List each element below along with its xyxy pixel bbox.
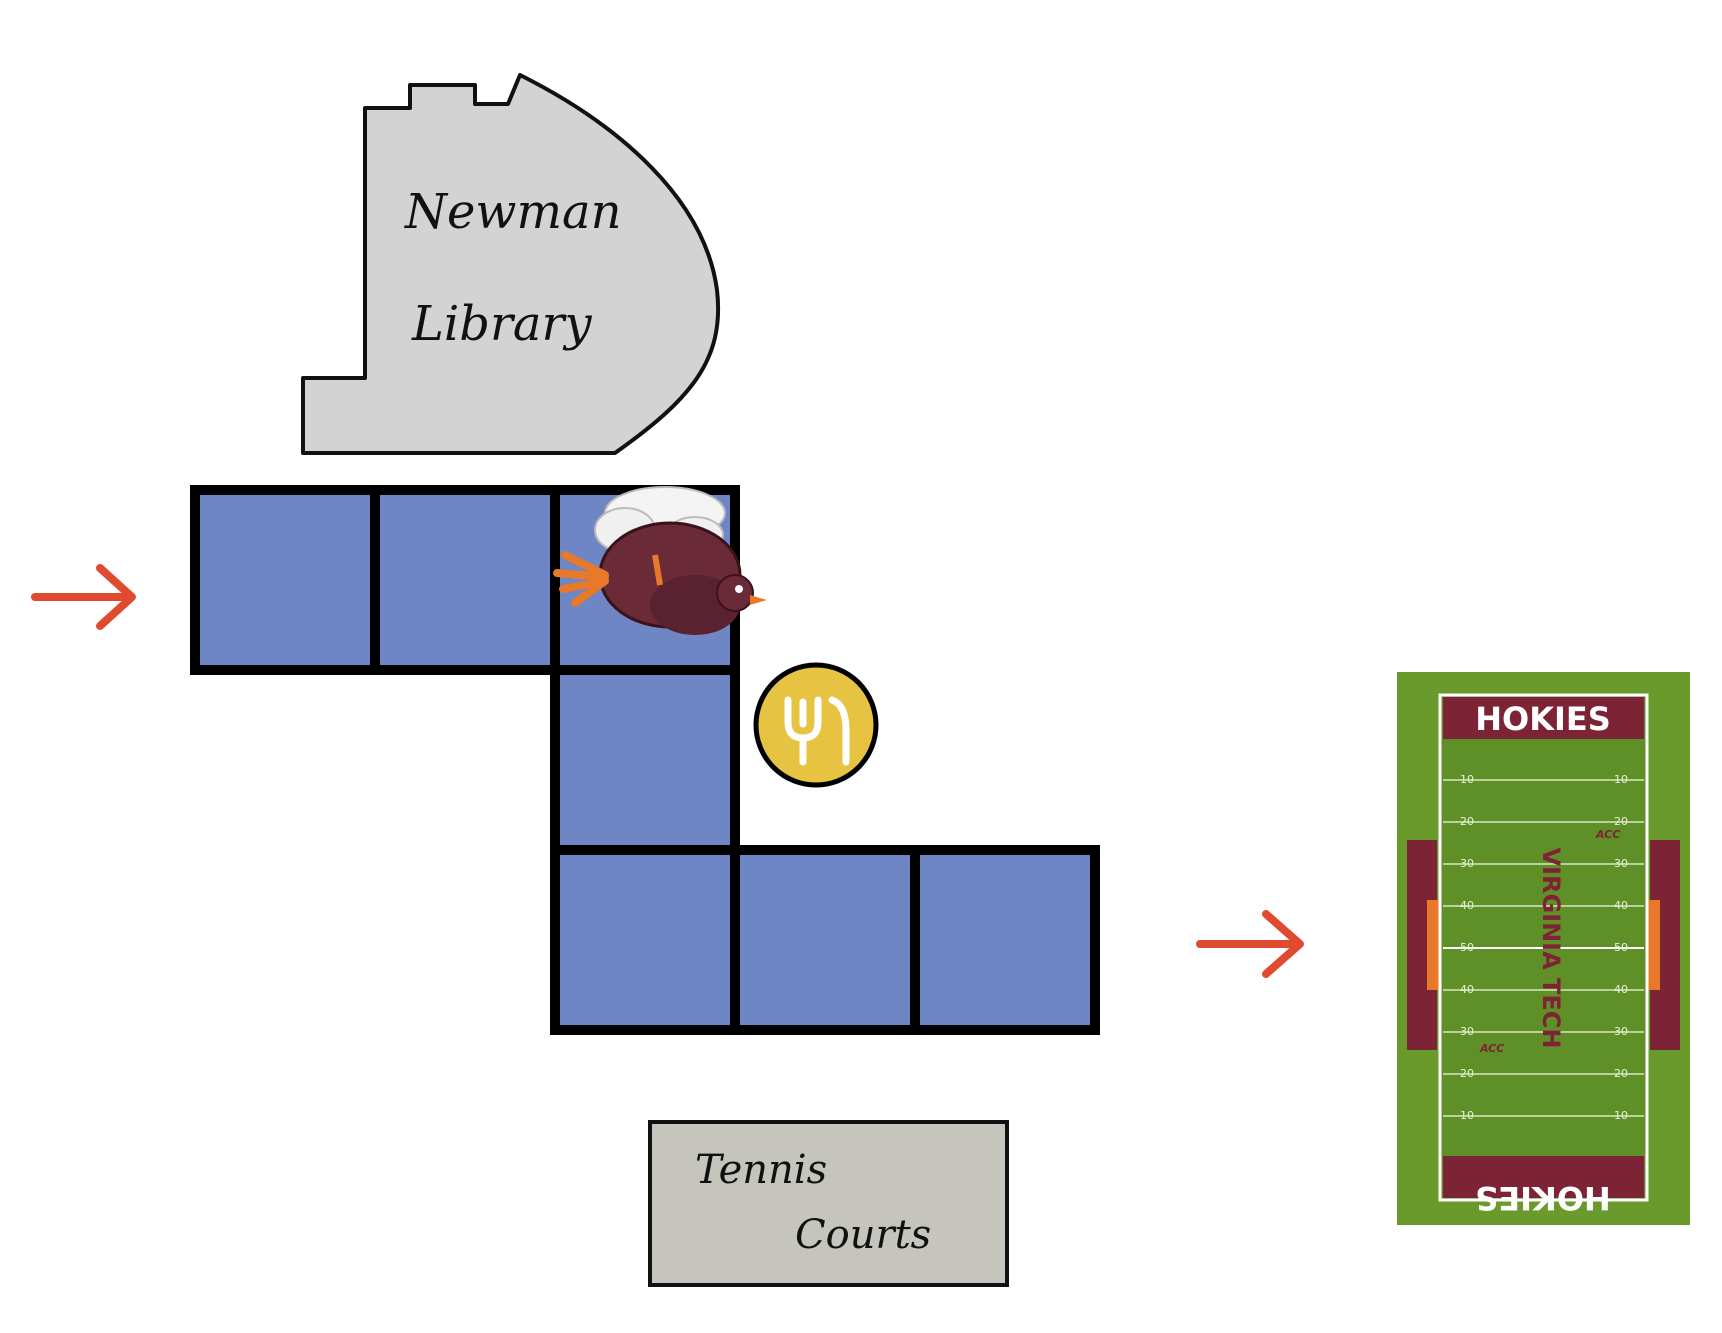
endzone-bottom-text: HOKIES (1475, 1179, 1611, 1217)
svg-text:10: 10 (1460, 1109, 1474, 1122)
path-tile-4[interactable] (550, 665, 740, 855)
tennis-label-line1: Tennis (695, 1147, 827, 1193)
entry-arrow-icon (31, 564, 136, 630)
path-tile-5[interactable] (550, 845, 740, 1035)
exit-arrow-icon (1196, 910, 1304, 978)
path-tile-7[interactable] (910, 845, 1100, 1035)
library-label-line1: Newman (404, 184, 622, 240)
svg-text:10: 10 (1614, 1109, 1628, 1122)
library-label-line2: Library (411, 296, 592, 352)
svg-text:20: 20 (1460, 815, 1474, 828)
endzone-top-text: HOKIES (1475, 700, 1611, 738)
svg-text:20: 20 (1614, 1067, 1628, 1080)
svg-text:20: 20 (1614, 815, 1628, 828)
svg-text:50: 50 (1460, 941, 1474, 954)
yard-numbers: 10 20 30 40 50 40 30 20 10 10 20 30 40 5… (1460, 773, 1628, 1122)
hokiebird-icon[interactable] (553, 486, 767, 635)
svg-text:50: 50 (1614, 941, 1628, 954)
path-tile-1[interactable] (190, 485, 380, 675)
newman-library: Newman Library (301, 73, 721, 455)
tennis-label-line2: Courts (795, 1212, 931, 1258)
acc-logo-top: ACC (1595, 828, 1620, 841)
svg-text:30: 30 (1614, 857, 1628, 870)
svg-text:30: 30 (1614, 1025, 1628, 1038)
acc-logo-bottom: ACC (1479, 1042, 1504, 1055)
path-tile-6[interactable] (730, 845, 920, 1035)
midfield-text: VIRGINIA TECH (1537, 847, 1565, 1048)
svg-text:30: 30 (1460, 857, 1474, 870)
svg-text:10: 10 (1460, 773, 1474, 786)
fork-knife-icon (784, 696, 850, 766)
svg-text:40: 40 (1460, 983, 1474, 996)
yard-lines (1443, 779, 1644, 1117)
svg-text:40: 40 (1614, 983, 1628, 996)
svg-text:30: 30 (1460, 1025, 1474, 1038)
dining-coin[interactable] (753, 662, 879, 788)
tennis-courts: Tennis Courts (648, 1120, 1009, 1287)
svg-text:40: 40 (1460, 899, 1474, 912)
svg-text:10: 10 (1614, 773, 1628, 786)
lane-stadium-goal[interactable]: HOKIES HOKIES 10 20 30 40 50 40 30 20 10… (1397, 672, 1690, 1225)
svg-text:40: 40 (1614, 899, 1628, 912)
path-tile-2[interactable] (370, 485, 560, 675)
svg-text:20: 20 (1460, 1067, 1474, 1080)
